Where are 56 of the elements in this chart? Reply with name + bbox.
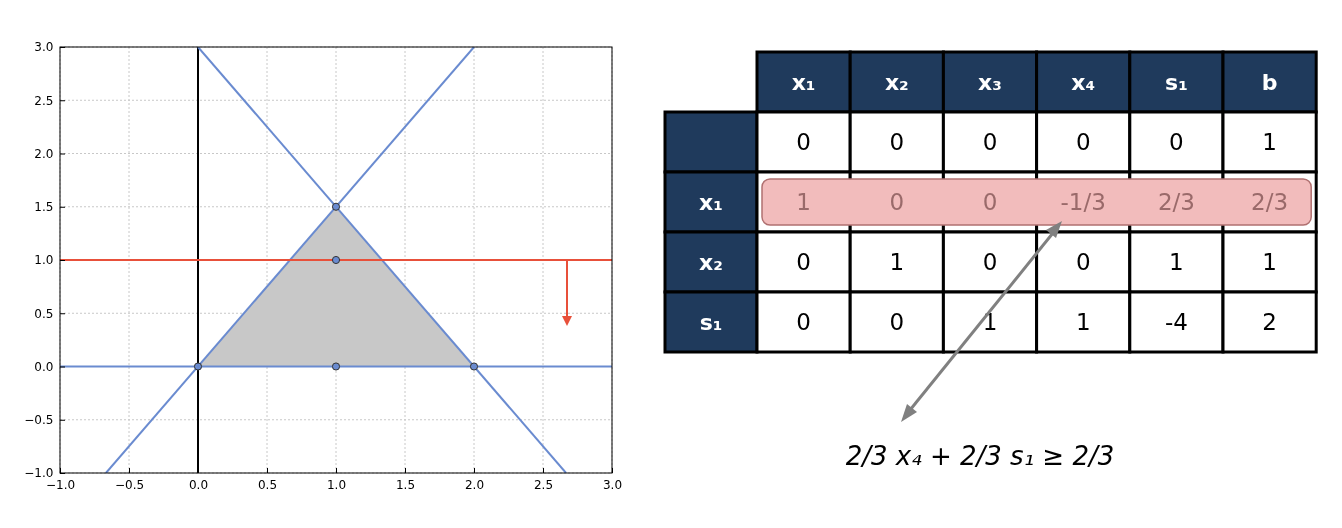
point bbox=[331, 362, 341, 371]
text: 0 bbox=[889, 129, 905, 155]
text: 0 bbox=[1075, 249, 1091, 275]
x-tick-label: 2.0 bbox=[464, 478, 485, 493]
y-tick-label: −1.0 bbox=[24, 466, 54, 481]
text: 2/3 x₄ + 2/3 s₁ ≥ 2/3 bbox=[845, 441, 1115, 471]
text: 0 bbox=[796, 249, 811, 275]
category-label: x₁ bbox=[791, 70, 816, 95]
text: 0 bbox=[982, 129, 998, 155]
y-tick-label: 1.0 bbox=[34, 253, 54, 268]
text: 0 bbox=[796, 309, 811, 335]
text: -4 bbox=[1164, 309, 1188, 335]
y-tick-label: −0.5 bbox=[24, 413, 54, 428]
text: 2/3 bbox=[1157, 189, 1195, 215]
text: 1 bbox=[1262, 249, 1277, 275]
category-label: s₁ bbox=[699, 310, 723, 335]
text: 1 bbox=[1169, 249, 1184, 275]
x-tick-label: 2.5 bbox=[533, 478, 554, 493]
text: 1 bbox=[1262, 129, 1277, 155]
text: 0 bbox=[889, 309, 905, 335]
text: 0 bbox=[796, 129, 811, 155]
category-label: x₁ bbox=[699, 190, 723, 215]
y-tick-label: 3.0 bbox=[34, 40, 54, 55]
category-label: b bbox=[1261, 70, 1278, 95]
y-tick-label: 0.5 bbox=[34, 306, 54, 321]
category-label: x₄ bbox=[1071, 70, 1096, 95]
text: 1 bbox=[796, 189, 811, 215]
y-tick-label: 2.0 bbox=[34, 146, 54, 161]
category-label: s₁ bbox=[1165, 70, 1188, 95]
point bbox=[331, 202, 341, 211]
category-label: x₃ bbox=[978, 70, 1002, 95]
x-tick-label: 1.5 bbox=[395, 478, 416, 493]
x-tick-label: 0.5 bbox=[257, 478, 278, 493]
category-label: x₂ bbox=[884, 70, 909, 95]
x-tick-label: −0.5 bbox=[114, 478, 145, 493]
y-tick-label: 0.0 bbox=[34, 359, 54, 374]
point bbox=[469, 362, 479, 371]
point bbox=[331, 255, 341, 265]
text: 0 bbox=[982, 189, 998, 215]
text: 1 bbox=[889, 249, 905, 275]
text: 0 bbox=[1169, 129, 1184, 155]
text: -1/3 bbox=[1060, 189, 1106, 215]
x-tick-label: −1.0 bbox=[45, 478, 76, 493]
text: 2/3 bbox=[1251, 189, 1289, 215]
y-tick-label: 1.5 bbox=[34, 200, 54, 215]
point bbox=[193, 362, 203, 371]
x-tick-label: 1.0 bbox=[326, 478, 347, 493]
category-label: x₂ bbox=[699, 250, 723, 275]
text: 0 bbox=[1075, 129, 1091, 155]
text: 0 bbox=[982, 249, 998, 275]
text: 2 bbox=[1262, 309, 1277, 335]
x-tick-label: 3.0 bbox=[602, 478, 623, 493]
text: 1 bbox=[1075, 309, 1091, 335]
text: 0 bbox=[889, 189, 905, 215]
x-tick-label: 0.0 bbox=[188, 478, 209, 493]
y-tick-label: 2.5 bbox=[34, 93, 54, 108]
